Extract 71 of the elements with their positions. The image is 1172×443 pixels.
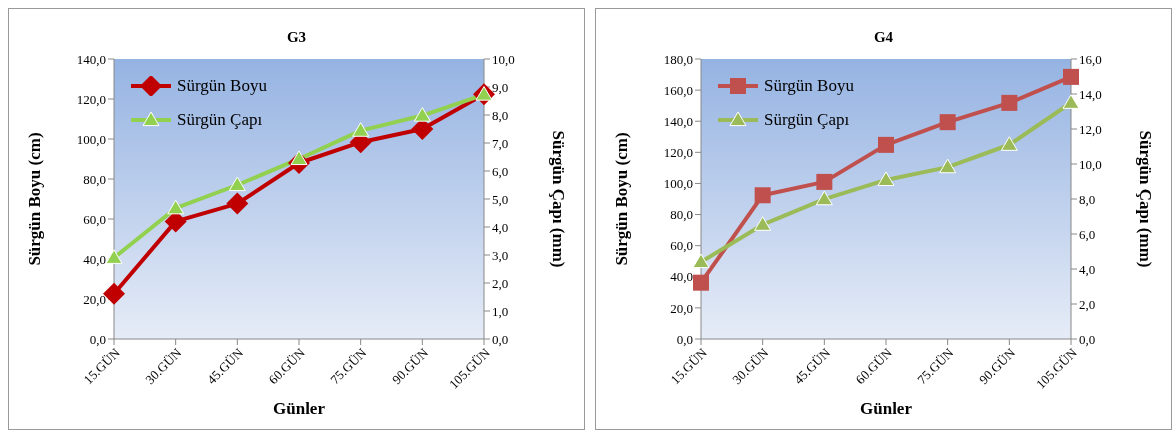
x-axis-title: Günler: [273, 399, 326, 418]
point: [352, 122, 370, 137]
point: [290, 150, 308, 166]
point: [754, 216, 772, 231]
y2-tick-label: 16,0: [1079, 51, 1102, 67]
y-tick-label: 120,0: [663, 144, 693, 160]
y-tick-label: 120,0: [76, 91, 106, 107]
point: [1063, 68, 1079, 85]
y-tick-label: 60,0: [83, 211, 106, 227]
y2-axis-title: Sürgün Çapı (mm): [1135, 130, 1155, 268]
point: [816, 173, 833, 190]
point: [877, 171, 895, 187]
point: [692, 253, 710, 269]
point: [815, 190, 833, 206]
y2-tick-label: 8,0: [1079, 191, 1096, 207]
y2-tick-label: 2,0: [1079, 296, 1096, 312]
y-tick-label: 20,0: [83, 291, 106, 307]
y-tick-label: 80,0: [670, 207, 693, 223]
point: [939, 158, 957, 174]
y-tick-label: 140,0: [76, 51, 106, 67]
y2-tick-label: 0,0: [492, 331, 509, 347]
y-tick-label: 140,0: [663, 113, 693, 129]
point: [167, 199, 185, 215]
y-tick-label: 40,0: [83, 251, 106, 267]
chart-title: G3: [285, 29, 308, 47]
y2-tick-label: 3,0: [492, 247, 509, 263]
y2-tick-label: 4,0: [1079, 261, 1096, 277]
y-tick-label: 100,0: [663, 176, 693, 192]
legend-label: Sürgün Çapı: [177, 110, 263, 130]
y2-tick-label: 14,0: [1079, 86, 1102, 102]
point: [1001, 94, 1018, 111]
y-tick-label: 180,0: [663, 51, 693, 67]
y-tick-label: 80,0: [83, 171, 106, 187]
legend-label: Sürgün Boyu: [764, 76, 854, 96]
point: [226, 192, 249, 215]
y2-tick-label: 8,0: [492, 107, 509, 123]
y-tick-label: 60,0: [670, 238, 693, 254]
y2-tick-label: 10,0: [492, 51, 515, 67]
y2-tick-label: 5,0: [492, 191, 509, 207]
y2-tick-label: 1,0: [492, 303, 509, 319]
y2-tick-label: 10,0: [1079, 156, 1102, 172]
legend-label: Sürgün Boyu: [177, 76, 267, 96]
y2-tick-label: 7,0: [492, 135, 509, 151]
y2-tick-label: 6,0: [492, 163, 509, 179]
y2-tick-label: 0,0: [1079, 331, 1096, 347]
point: [878, 136, 894, 153]
y2-tick-label: 6,0: [1079, 226, 1096, 242]
y-tick-label: 20,0: [670, 300, 693, 316]
y-axis-title: Sürgün Boyu (cm): [612, 132, 632, 266]
y2-axis-title: Sürgün Çapı (mm): [548, 130, 568, 268]
y2-tick-label: 4,0: [492, 219, 509, 235]
y-tick-label: 40,0: [670, 269, 693, 285]
y2-tick-label: 12,0: [1079, 121, 1102, 137]
point: [413, 107, 431, 122]
y2-tick-label: 9,0: [492, 79, 509, 95]
point: [939, 114, 956, 131]
point: [228, 176, 246, 192]
point: [754, 187, 771, 204]
x-axis-title: Günler: [860, 399, 913, 418]
y-tick-label: 0,0: [89, 331, 106, 347]
chart-title: G4: [872, 29, 895, 47]
point: [1000, 136, 1018, 151]
point: [105, 249, 123, 264]
y-tick-label: 0,0: [676, 331, 693, 347]
y-axis-title: Sürgün Boyu (cm): [25, 132, 45, 266]
point: [1062, 94, 1080, 109]
point: [693, 274, 709, 291]
y-tick-label: 100,0: [76, 131, 106, 147]
legend-label: Sürgün Çapı: [764, 110, 850, 130]
y2-tick-label: 2,0: [492, 275, 509, 291]
y-tick-label: 160,0: [663, 82, 693, 98]
